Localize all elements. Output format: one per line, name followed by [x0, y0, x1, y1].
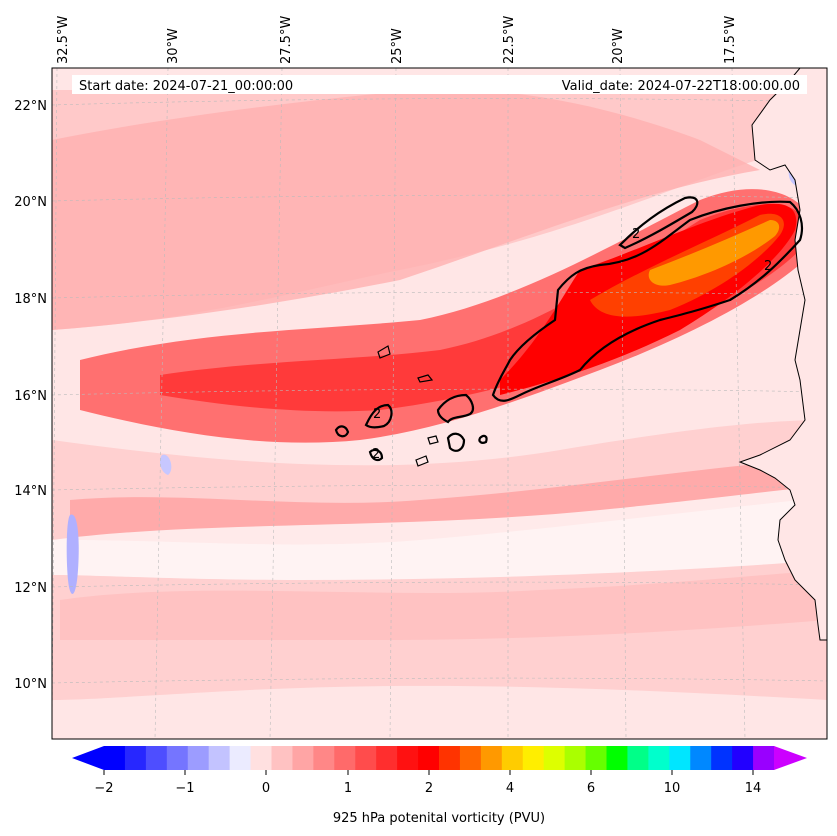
colorbar-cell: [606, 746, 628, 770]
start-date-label: Start date: 2024-07-21_00:00:00: [79, 79, 293, 94]
lon-label-20w: 20°W: [611, 28, 626, 64]
lat-label-22n: 22°N: [14, 99, 47, 114]
lat-label-20n: 20°N: [14, 195, 47, 210]
lon-label-27-5w: 27.5°W: [279, 16, 294, 64]
contour-label-east: 2: [764, 259, 772, 274]
colorbar-label: 925 hPa potenital vorticity (PVU): [333, 811, 545, 826]
lon-label-32-5w: 32.5°W: [56, 16, 71, 64]
colorbar-cell: [669, 746, 691, 770]
colorbar-cell: [104, 746, 126, 770]
colorbar-cell: [439, 746, 461, 770]
colorbar-cell: [648, 746, 670, 770]
longitude-labels: 32.5°W 30°W 27.5°W 25°W 22.5°W 20°W 17.5…: [56, 16, 738, 64]
colorbar-cell: [124, 746, 147, 770]
colorbar-tick-10: 10: [664, 781, 681, 796]
coastline: [738, 67, 828, 641]
colorbar-cell: [585, 746, 607, 770]
colorbar-extend-high: [774, 746, 807, 770]
cape-verde-islands: [377, 345, 439, 467]
colorbar-cell: [501, 746, 524, 770]
colorbar-cell: [522, 746, 545, 770]
contour-label-west: 2: [373, 407, 381, 422]
pv-yellow-core: [648, 220, 780, 286]
colorbar-tick-14: 14: [745, 781, 762, 796]
colorbar-cell: [418, 746, 440, 770]
pv-field-band-north: [52, 89, 760, 331]
valid-date-label: Valid_date: 2024-07-22T18:00:00.00: [562, 79, 800, 94]
colorbar-tick-0: 0: [262, 781, 270, 796]
colorbar-cell: [397, 746, 419, 770]
colorbar: −2 −1 0 1 2 4 6 10 14 925 hPa potenital …: [72, 746, 807, 826]
pv-negative-small: [160, 454, 172, 475]
lat-label-16n: 16°N: [14, 389, 47, 404]
colorbar-extend-low: [72, 746, 104, 770]
colorbar-cell: [208, 746, 231, 770]
colorbar-cell: [250, 746, 272, 770]
colorbar-cell: [753, 746, 775, 770]
colorbar-ticks: [103, 770, 754, 775]
colorbar-tick-2: 2: [425, 781, 433, 796]
lat-label-12n: 12°N: [14, 581, 47, 596]
lon-label-30w: 30°W: [166, 28, 181, 64]
colorbar-tick-1: 1: [344, 781, 352, 796]
gridlines: [51, 67, 828, 740]
pv-field-southern-band: [60, 570, 827, 640]
colorbar-cell: [711, 746, 733, 770]
colorbar-cell: [271, 746, 293, 770]
colorbar-cell: [145, 746, 168, 770]
contour-label-north: 2: [632, 227, 640, 242]
colorbar-cell: [690, 746, 712, 770]
colorbar-tick-neg1: −1: [175, 781, 194, 796]
colorbar-cell: [564, 746, 587, 770]
lat-label-14n: 14°N: [14, 484, 47, 499]
lon-label-22-5w: 22.5°W: [502, 16, 517, 64]
lat-label-18n: 18°N: [14, 292, 47, 307]
colorbar-cell: [459, 746, 482, 770]
colorbar-tick-6: 6: [587, 781, 595, 796]
map-frame: [51, 67, 828, 740]
colorbar-tick-4: 4: [506, 781, 514, 796]
colorbar-cell: [627, 746, 649, 770]
colorbar-cell: [166, 746, 189, 770]
colorbar-cell: [229, 746, 252, 770]
colorbar-cell: [334, 746, 356, 770]
pv-2-contours: [334, 196, 804, 462]
colorbar-cell: [480, 746, 503, 770]
lat-label-10n: 10°N: [14, 677, 47, 692]
colorbar-cell: [732, 746, 754, 770]
pv-field-white-band: [52, 485, 827, 580]
lon-label-25w: 25°W: [390, 28, 405, 64]
colorbar-cell: [355, 746, 377, 770]
colorbar-cells: [104, 746, 775, 770]
colorbar-cell: [292, 746, 314, 770]
contour-label-south: 2: [372, 447, 380, 462]
colorbar-cell: [187, 746, 210, 770]
map-panel: 2 2 2 2: [51, 67, 828, 740]
colorbar-cell: [376, 746, 398, 770]
lon-label-17-5w: 17.5°W: [723, 16, 738, 64]
colorbar-tick-neg2: −2: [94, 781, 113, 796]
latitude-labels: 22°N 20°N 18°N 16°N 14°N 12°N 10°N: [14, 99, 47, 692]
colorbar-cell: [543, 746, 566, 770]
header-box: [72, 75, 807, 94]
colorbar-cell: [313, 746, 335, 770]
pv-negative-west: [66, 514, 79, 594]
pv-field-low-band: [70, 460, 800, 545]
